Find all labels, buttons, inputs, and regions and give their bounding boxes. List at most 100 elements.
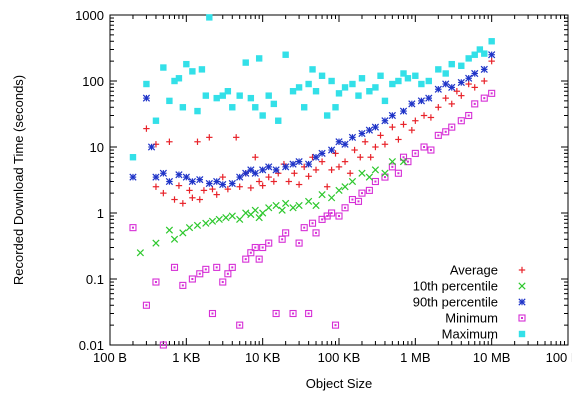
data-point <box>366 88 373 95</box>
data-point <box>152 183 160 190</box>
data-point <box>442 80 450 88</box>
data-point <box>196 196 203 203</box>
data-point <box>481 50 488 57</box>
data-point <box>219 278 227 286</box>
data-point <box>420 143 428 151</box>
data-point <box>465 111 473 120</box>
data-point <box>341 140 349 148</box>
data-point <box>179 104 187 111</box>
data-point <box>224 88 232 95</box>
data-point <box>400 70 407 77</box>
data-point <box>198 66 206 73</box>
data-point <box>448 83 456 92</box>
series-average <box>143 57 495 207</box>
data-point <box>147 143 156 151</box>
data-point <box>404 75 412 82</box>
plot-frame <box>109 14 569 346</box>
data-point <box>395 136 402 143</box>
data-point <box>448 60 455 68</box>
data-point <box>389 80 396 88</box>
data-point <box>434 131 442 139</box>
data-point <box>318 149 326 158</box>
data-point <box>328 209 336 217</box>
legend-marker <box>518 330 526 338</box>
x-tick-label: 1 KB <box>172 350 200 365</box>
data-point <box>335 138 343 146</box>
data-point <box>335 186 343 195</box>
data-point <box>367 154 374 161</box>
data-point <box>465 74 473 82</box>
data-point <box>228 179 236 188</box>
data-point <box>213 191 220 198</box>
data-point <box>481 77 488 85</box>
data-point <box>458 62 465 69</box>
data-point <box>228 212 236 220</box>
data-point <box>143 80 150 88</box>
y-tick-label: 100 <box>82 74 104 89</box>
data-point <box>434 85 442 93</box>
y-tick-label: 1 <box>97 206 104 221</box>
data-point <box>295 158 303 166</box>
data-point <box>278 206 286 214</box>
data-point <box>305 80 312 88</box>
data-point <box>189 194 196 201</box>
data-point <box>282 163 290 171</box>
data-point <box>270 100 278 108</box>
data-point <box>348 195 356 204</box>
series-minimum <box>129 89 496 349</box>
data-point <box>265 92 272 99</box>
data-point <box>335 212 343 220</box>
data-point <box>208 217 217 225</box>
data-point <box>295 181 303 188</box>
data-point <box>219 173 226 181</box>
data-point <box>247 249 255 257</box>
data-point <box>335 163 343 171</box>
data-point <box>142 301 150 309</box>
data-point <box>259 209 267 217</box>
y-tick-label: 0.01 <box>79 338 104 353</box>
data-point <box>170 235 179 243</box>
data-point <box>205 179 213 188</box>
data-point <box>357 154 364 161</box>
data-point <box>202 92 210 99</box>
data-point <box>420 112 428 119</box>
data-point <box>327 146 336 154</box>
data-point <box>312 153 320 161</box>
data-point <box>166 138 173 145</box>
data-point <box>206 134 213 141</box>
data-point <box>358 169 366 177</box>
data-point <box>448 123 456 131</box>
data-point <box>224 185 232 193</box>
data-point <box>331 321 340 329</box>
data-point <box>295 84 303 91</box>
data-point <box>318 72 326 79</box>
data-point <box>295 239 303 247</box>
series-10th-percentile <box>136 158 408 257</box>
data-point <box>160 64 167 71</box>
data-point <box>465 80 472 88</box>
data-point <box>259 243 267 252</box>
data-point <box>471 51 478 58</box>
data-point <box>189 68 196 75</box>
data-point <box>185 224 194 232</box>
data-point <box>488 38 495 45</box>
x-tick-label: 100 MB <box>546 350 572 365</box>
data-point <box>159 169 167 177</box>
data-point <box>272 309 280 318</box>
x-axis-tick-labels: 100 B 1 KB 10 KB 100 KB 1 MB 10 MB 100 MB <box>93 350 572 365</box>
data-point <box>341 183 349 191</box>
data-point <box>259 112 266 119</box>
data-point <box>365 186 373 194</box>
data-point <box>236 92 243 99</box>
data-point <box>453 88 461 95</box>
data-point <box>242 209 250 217</box>
x-tick-label: 10 MB <box>473 350 511 365</box>
data-point <box>488 57 495 65</box>
data-point <box>399 153 408 161</box>
data-point <box>236 173 244 181</box>
data-point <box>247 166 255 174</box>
data-point <box>171 77 178 85</box>
data-point <box>372 84 379 91</box>
x-tick-label: 100 KB <box>318 350 361 365</box>
data-point <box>265 204 273 212</box>
